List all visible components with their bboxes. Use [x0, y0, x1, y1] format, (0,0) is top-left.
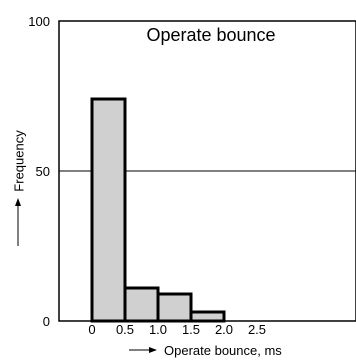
x-axis-arrow [129, 347, 157, 353]
histogram-bar-1 [90, 97, 127, 323]
histogram-bar-4 [189, 310, 226, 323]
y-axis-label: Frequency [12, 130, 27, 192]
x-tick-label-0: 0 [88, 322, 95, 337]
y-tick-label-50: 50 [36, 164, 50, 179]
y-tick-labels: 0 50 100 [28, 14, 50, 329]
chart-title: Operate bounce [146, 25, 275, 45]
x-tick-label-0.5: 0.5 [116, 322, 134, 337]
x-tick-label-1.0: 1.0 [149, 322, 167, 337]
y-tick-label-0: 0 [43, 314, 50, 329]
y-tick-label-100: 100 [28, 14, 50, 29]
x-tick-labels: 0 0.5 1.0 1.5 2.0 2.5 [88, 322, 266, 337]
x-tick-label-1.5: 1.5 [182, 322, 200, 337]
y-axis-label-group: Frequency [12, 130, 27, 192]
x-tick-label-2.5: 2.5 [248, 322, 266, 337]
x-tick-label-2.0: 2.0 [215, 322, 233, 337]
y-axis-arrow [15, 198, 21, 246]
histogram-bar-2 [123, 286, 160, 323]
x-axis-label: Operate bounce, ms [164, 343, 282, 358]
histogram-bars [90, 97, 226, 323]
histogram-bar-3 [156, 292, 193, 323]
